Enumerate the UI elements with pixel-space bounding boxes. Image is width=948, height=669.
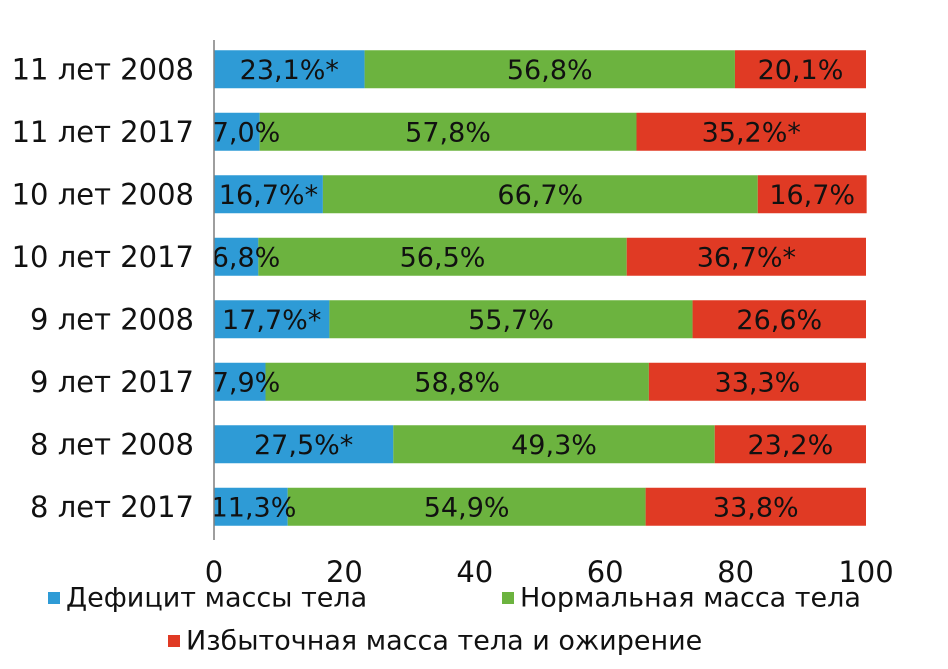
data-label: 54,9%	[424, 492, 510, 523]
bar-segment-normal	[364, 50, 735, 89]
legend-label: Нормальная масса тела	[520, 583, 861, 614]
bar-segment-excess	[645, 487, 866, 526]
category-label: 8 лет 2008	[30, 427, 194, 461]
bar-segment-normal	[258, 237, 627, 276]
category-label: 8 лет 2017	[30, 490, 194, 524]
bar-segment-excess	[757, 175, 867, 214]
x-tick-labels-group: 0 20 40 60 80 100	[205, 555, 894, 589]
data-label: 27,5%*	[254, 430, 353, 461]
data-label: 6,8%	[212, 242, 281, 273]
data-label: 35,2%*	[702, 117, 801, 148]
legend-label: Избыточная масса тела и ожирение	[186, 626, 702, 657]
data-label: 16,7%*	[219, 180, 318, 211]
category-label: 9 лет 2008	[30, 302, 194, 336]
data-label: 33,3%	[715, 367, 801, 398]
bar-segment-excess	[626, 237, 866, 276]
bar-segment-deficit	[214, 425, 394, 464]
data-label: 16,7%	[769, 180, 855, 211]
data-label: 20,1%	[758, 55, 844, 86]
bar-segment-excess	[734, 50, 866, 89]
data-label: 56,5%	[400, 242, 486, 273]
bar-segment-deficit	[214, 362, 266, 401]
category-label: 11 лет 2008	[12, 52, 194, 86]
bar-segment-normal	[322, 175, 758, 214]
legend-swatch	[502, 592, 514, 604]
data-label: 49,3%	[511, 430, 597, 461]
data-label: 7,0%	[212, 117, 281, 148]
x-tick-label: 80	[717, 555, 754, 589]
bar-segment-deficit	[214, 112, 260, 151]
legend-swatch	[168, 635, 180, 647]
bar-segment-excess	[636, 112, 866, 151]
data-label: 55,7%	[468, 305, 554, 336]
data-label: 56,8%	[507, 55, 593, 86]
category-label: 10 лет 2017	[12, 240, 194, 274]
bar-segment-normal	[265, 362, 649, 401]
bar-segment-excess	[692, 300, 866, 339]
data-label: 58,8%	[414, 367, 500, 398]
data-labels-group: 23,1%* 56,8% 20,1% 7,0% 57,8% 35,2%* 16,7%* 66,…	[211, 55, 855, 524]
data-label: 36,7%*	[697, 242, 796, 273]
data-label: 26,6%	[736, 305, 822, 336]
data-label: 33,8%	[713, 492, 799, 523]
data-label: 17,7%*	[222, 305, 321, 336]
data-label: 11,3%	[211, 492, 297, 523]
category-label: 10 лет 2008	[12, 177, 194, 211]
bar-segment-deficit	[214, 50, 365, 89]
legend: Дефицит массы тела Нормальная масса тела И…	[48, 583, 861, 657]
bar-segment-excess	[714, 425, 866, 464]
data-label: 57,8%	[405, 117, 491, 148]
legend-swatch	[48, 592, 60, 604]
category-label: 11 лет 2017	[12, 115, 194, 149]
x-tick-label: 60	[587, 555, 624, 589]
category-labels-group: 11 лет 2008 11 лет 2017 10 лет 2008 10 лет …	[12, 52, 194, 524]
data-label: 66,7%	[497, 180, 583, 211]
bars-group	[214, 50, 867, 526]
x-tick-label: 40	[456, 555, 493, 589]
bar-segment-deficit	[214, 487, 288, 526]
bar-segment-excess	[648, 362, 866, 401]
bar-segment-deficit	[214, 237, 259, 276]
data-label: 23,2%	[747, 430, 833, 461]
bar-segment-deficit	[214, 300, 330, 339]
x-tick-label: 100	[838, 555, 893, 589]
x-tick-label: 20	[326, 555, 363, 589]
data-label: 23,1%*	[240, 55, 339, 86]
bar-segment-normal	[393, 425, 715, 464]
bar-segment-normal	[287, 487, 646, 526]
x-tick-label: 0	[205, 555, 223, 589]
bar-segment-normal	[259, 112, 637, 151]
legend-label: Дефицит массы тела	[66, 583, 367, 614]
data-label: 7,9%	[212, 367, 281, 398]
bar-segment-deficit	[214, 175, 323, 214]
bar-segment-normal	[329, 300, 693, 339]
category-label: 9 лет 2017	[30, 365, 194, 399]
